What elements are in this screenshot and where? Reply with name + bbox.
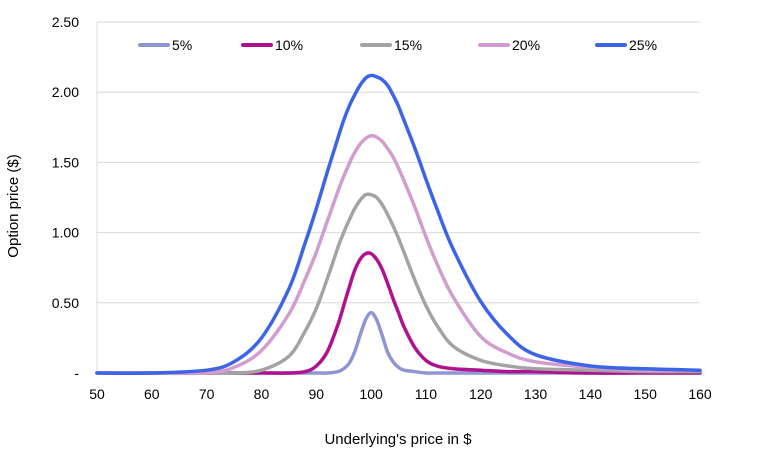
x-tick-label: 100 bbox=[359, 386, 383, 402]
x-tick-label: 50 bbox=[89, 386, 105, 402]
y-axis-title: Option price ($) bbox=[5, 154, 22, 257]
legend-label: 25% bbox=[629, 37, 657, 53]
legend-label: 10% bbox=[275, 37, 303, 53]
y-axis-ticks: - 0.50 1.00 1.50 2.00 2.50 bbox=[52, 14, 80, 381]
series-line-1 bbox=[95, 251, 702, 375]
x-tick-label: 60 bbox=[144, 386, 160, 402]
x-axis-title: Underlying's price in $ bbox=[324, 431, 472, 448]
x-tick-label: 150 bbox=[634, 386, 658, 402]
series-line-3 bbox=[95, 133, 702, 376]
legend-label: 5% bbox=[172, 37, 192, 53]
y-tick-label: - bbox=[74, 365, 79, 381]
legend-label: 15% bbox=[394, 37, 422, 53]
x-tick-label: 140 bbox=[579, 386, 603, 402]
x-tick-label: 80 bbox=[254, 386, 270, 402]
legend-label: 20% bbox=[512, 37, 540, 53]
y-tick-label: 0.50 bbox=[52, 295, 79, 311]
x-tick-label: 160 bbox=[688, 386, 712, 402]
series-lines bbox=[95, 73, 702, 376]
legend: 5% 10% 15% 20% 25% bbox=[138, 37, 657, 53]
y-tick-label: 1.00 bbox=[52, 225, 79, 241]
x-tick-label: 130 bbox=[524, 386, 548, 402]
x-tick-label: 110 bbox=[415, 386, 438, 402]
x-tick-label: 90 bbox=[308, 386, 324, 402]
x-tick-label: 120 bbox=[469, 386, 493, 402]
series-line-2 bbox=[95, 192, 702, 375]
gridlines bbox=[96, 21, 700, 373]
y-tick-label: 2.50 bbox=[52, 14, 79, 30]
y-tick-label: 1.50 bbox=[52, 154, 79, 170]
x-axis-ticks: 50 60 70 80 90 100 110 120 130 140 150 160 bbox=[89, 386, 712, 402]
series-line-0 bbox=[95, 310, 702, 375]
series-line-4 bbox=[95, 73, 702, 375]
x-tick-label: 70 bbox=[199, 386, 215, 402]
y-tick-label: 2.00 bbox=[52, 84, 79, 100]
